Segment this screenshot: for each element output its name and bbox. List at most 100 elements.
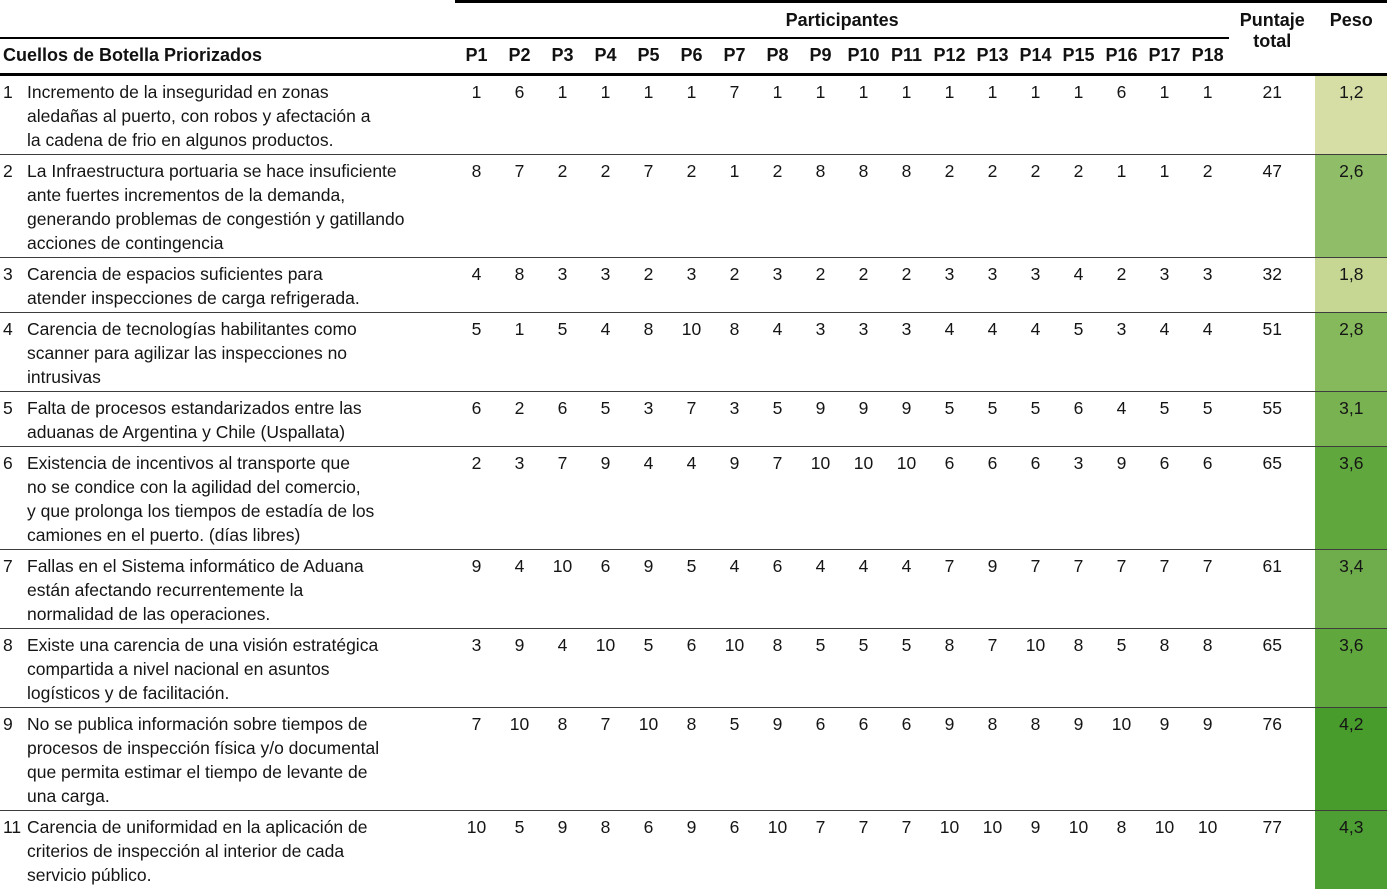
weight-cell: 3,4 [1315,549,1387,629]
participant-score-cell: 9 [842,391,885,447]
bottleneck-description: La Infraestructura portuaria se hace ins… [27,161,405,253]
participant-score-cell: 9 [971,549,1014,629]
participant-score-cell: 2 [928,154,971,258]
participant-score-cell: 7 [455,707,498,811]
participant-score-cell: 10 [1186,810,1230,889]
participant-score-cell: 1 [471,82,482,102]
participant-score-cell: 4 [928,312,971,392]
participant-score-cell: 4 [1186,312,1230,392]
participant-score-cell: 5 [455,312,498,392]
participant-score-cell: 1 [772,82,783,102]
table-header: Participantes Puntaje total Peso Cuellos… [0,0,1387,76]
participant-score-cell: 2 [1014,154,1057,258]
participant-score-cell: 10 [799,446,842,550]
participant-score-cell: 9 [885,391,928,447]
participant-score-cell: 4 [541,628,584,708]
participant-score-cell: 5 [1057,312,1100,392]
participant-score-cell: 10 [1100,707,1143,811]
participant-score-cell: 8 [1057,628,1100,708]
participant-score-cell: 7 [842,810,885,889]
weight-cell: 1,2 [1315,74,1387,155]
participant-score-cell: 7 [670,391,713,447]
participant-score-cell: 3 [799,312,842,392]
participant-column-header: P7 [713,38,756,76]
table-row: 4 Carencia de tecnologías habilitantes co… [0,312,1387,392]
participant-score-cell: 3 [627,391,670,447]
participant-score-cell: 6 [455,391,498,447]
total-score-cell: 51 [1229,312,1316,392]
participant-score-cell: 8 [971,707,1014,811]
participant-column-header: P6 [670,38,713,76]
participant-score-cell: 8 [584,810,627,889]
participant-score-cell: 4 [756,312,799,392]
participant-score-cell: 3 [498,446,541,550]
participant-score-cell: 1 [815,82,826,102]
bottleneck-description-cell: 2 La Infraestructura portuaria se hace in… [0,154,455,258]
row-number: 8 [3,635,13,655]
participant-score-cell: 5 [541,312,584,392]
participant-score-cell: 8 [670,707,713,811]
participant-score-cell: 9 [1057,707,1100,811]
participant-score-cell: 10 [1143,810,1186,889]
participant-column-header: P15 [1057,38,1100,76]
participant-score-cell: 1 [557,82,568,102]
participant-score-cell: 9 [1100,446,1143,550]
participant-score-cell: 2 [1186,154,1230,258]
participant-score-cell: 6 [584,549,627,629]
participant-score-cell: 1 [1159,82,1170,102]
participant-score-cell: 5 [1143,391,1186,447]
participant-score-cell: 8 [928,628,971,708]
participant-score-cell: 7 [928,549,971,629]
participant-score-cell: 9 [670,810,713,889]
participant-score-cell: 1 [1073,82,1084,102]
participant-score-cell: 9 [1143,707,1186,811]
participant-score-cell: 4 [1014,312,1057,392]
bottleneck-description: Falta de procesos estandarizados entre l… [27,398,362,442]
participant-score-cell: 4 [1100,391,1143,447]
participant-score-cell: 5 [971,391,1014,447]
participant-score-cell: 3 [971,257,1014,313]
participant-score-cell: 6 [514,82,525,102]
participant-score-cell: 7 [1186,549,1230,629]
total-score-cell: 47 [1229,154,1316,258]
description-column-header: Cuellos de Botella Priorizados [0,38,455,76]
participant-score-cell: 10 [928,810,971,889]
participant-score-cell: 8 [842,154,885,258]
row-number: 6 [3,453,13,473]
participant-score-cell: 1 [1030,82,1041,102]
participant-score-cell: 1 [600,82,611,102]
participant-score-cell: 2 [1100,257,1143,313]
participant-score-cell: 7 [1014,549,1057,629]
participant-score-cell: 1 [713,154,756,258]
participant-score-cell: 6 [713,810,756,889]
participant-score-cell: 10 [627,707,670,811]
group-header-row: Participantes Puntaje total Peso [0,0,1387,76]
participant-score-cell: 7 [729,82,740,102]
weight-cell: 1,8 [1315,257,1387,313]
participant-score-cell: 6 [971,446,1014,550]
participant-score-cell: 3 [541,257,584,313]
row-number: 7 [3,556,13,576]
participant-column-header: P3 [541,38,584,76]
participant-score-cell: 1 [1100,154,1143,258]
participant-score-cell: 8 [1143,628,1186,708]
total-score-cell: 21 [1262,82,1282,102]
participant-score-cell: 8 [756,628,799,708]
participant-score-cell: 2 [455,446,498,550]
table-body: 1 Incremento de la inseguridad en zonas a… [0,74,1387,889]
participant-score-cell: 5 [842,628,885,708]
participant-score-cell: 7 [971,628,1014,708]
participant-score-cell: 6 [670,628,713,708]
participant-score-cell: 3 [713,391,756,447]
bottleneck-description-cell: 4 Carencia de tecnologías habilitantes co… [0,312,455,392]
participant-score-cell: 6 [1143,446,1186,550]
participant-score-cell: 2 [885,257,928,313]
participant-score-cell: 5 [498,810,541,889]
description-header-spacer [0,1,455,39]
table-row: 2 La Infraestructura portuaria se hace in… [0,154,1387,258]
participant-score-cell: 7 [799,810,842,889]
participant-column-header: P8 [756,38,799,76]
participant-score-cell: 4 [842,549,885,629]
participant-score-cell: 9 [627,549,670,629]
